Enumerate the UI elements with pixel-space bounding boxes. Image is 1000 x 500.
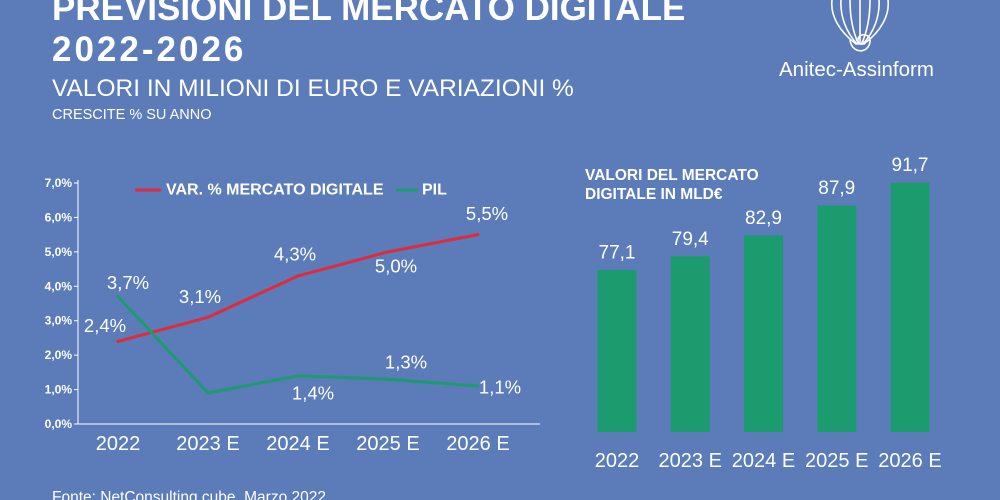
data-point-pil (206, 391, 210, 395)
data-point-pil (476, 384, 480, 388)
data-point-digital-market (476, 233, 480, 237)
bar-chart: 77,1 2022 79,4 2023 E 82,9 2024 E 87,9 2025 E 91… (595, 155, 942, 472)
x-tick-label: 2024 E (266, 433, 329, 455)
bar (670, 256, 710, 432)
y-tick-label: 5,0% (45, 245, 73, 259)
bar-value-label: 82,9 (745, 208, 782, 229)
data-point-digital-market (116, 339, 120, 343)
brand-name: Anitec-Assinform (779, 58, 934, 81)
data-label-pil: 1,1% (479, 377, 521, 398)
bar-value-label: 91,7 (892, 155, 929, 176)
y-tick-label: 1,0% (45, 383, 73, 397)
page-title-main: PREVISIONI DEL MERCATO DIGITALE (52, 0, 686, 28)
data-label-pil: 1,3% (385, 352, 427, 373)
y-tick-label: 4,0% (45, 279, 73, 293)
page-title: PREVISIONI DEL MERCATO DIGITALE 2022-202… (52, 0, 685, 82)
legend: VAR. % MERCATO DIGITALE PIL (135, 182, 447, 199)
y-tick-label: 7,0% (45, 176, 73, 190)
bar-category-label: 2022 (595, 450, 640, 472)
data-point-digital-market (386, 250, 390, 254)
bar-value-label: 87,9 (818, 178, 855, 199)
page-title-years: 2022-2026 (52, 30, 247, 69)
bar-category-label: 2024 E (732, 450, 795, 472)
x-tick-label: 2023 E (176, 433, 239, 455)
bar (890, 182, 930, 432)
data-point-pil (386, 377, 390, 381)
series-line-pil (116, 295, 480, 395)
y-tick-label: 2,0% (45, 348, 73, 362)
data-label-pil: 3,7% (107, 272, 149, 293)
x-tick-label: 2025 E (356, 433, 419, 455)
data-label-digital-market: 3,1% (179, 286, 221, 307)
legend-label-digital-market: VAR. % MERCATO DIGITALE (166, 182, 384, 199)
bar-category-label: 2023 E (659, 450, 722, 472)
bar-chart-title: VALORI DEL MERCATO DIGITALE IN MLD€ (585, 167, 759, 203)
bar (744, 235, 783, 432)
shell-logo-icon (831, 0, 889, 52)
source-note: Fonte: NetConsulting cube, Marzo 2022 (52, 489, 326, 500)
bar-value-label: 79,4 (672, 229, 709, 250)
bar-category-label: 2025 E (805, 450, 868, 472)
line-chart: 0,0% 1,0% 2,0% 3,0% 4,0% 5,0% 6,0% 7,0% 2022 2023… (45, 176, 540, 455)
subtitle: VALORI IN MILIONI DI EURO E VARIAZIONI % (52, 75, 574, 102)
growth-note: CRESCITE % SU ANNO (52, 107, 212, 123)
y-tick-label: 3,0% (45, 314, 73, 328)
data-label-digital-market: 4,3% (274, 243, 316, 264)
bar (817, 205, 857, 432)
data-label-digital-market: 5,5% (466, 203, 508, 224)
data-point-digital-market (296, 274, 300, 278)
x-tick-label: 2026 E (446, 433, 509, 455)
y-tick-label: 6,0% (45, 210, 73, 224)
data-point-pil (116, 295, 120, 299)
legend-label-pil: PIL (422, 182, 447, 199)
data-point-digital-market (206, 315, 210, 319)
y-tick-label: 0,0% (45, 417, 73, 431)
bar-category-label: 2026 E (878, 450, 941, 472)
data-label-digital-market: 2,4% (84, 315, 126, 336)
bar-value-label: 77,1 (599, 243, 636, 264)
bar (597, 270, 637, 432)
data-label-digital-market: 5,0% (375, 255, 417, 276)
data-point-pil (296, 374, 300, 378)
data-label-pil: 1,4% (292, 382, 334, 403)
x-tick-label: 2022 (96, 433, 141, 455)
